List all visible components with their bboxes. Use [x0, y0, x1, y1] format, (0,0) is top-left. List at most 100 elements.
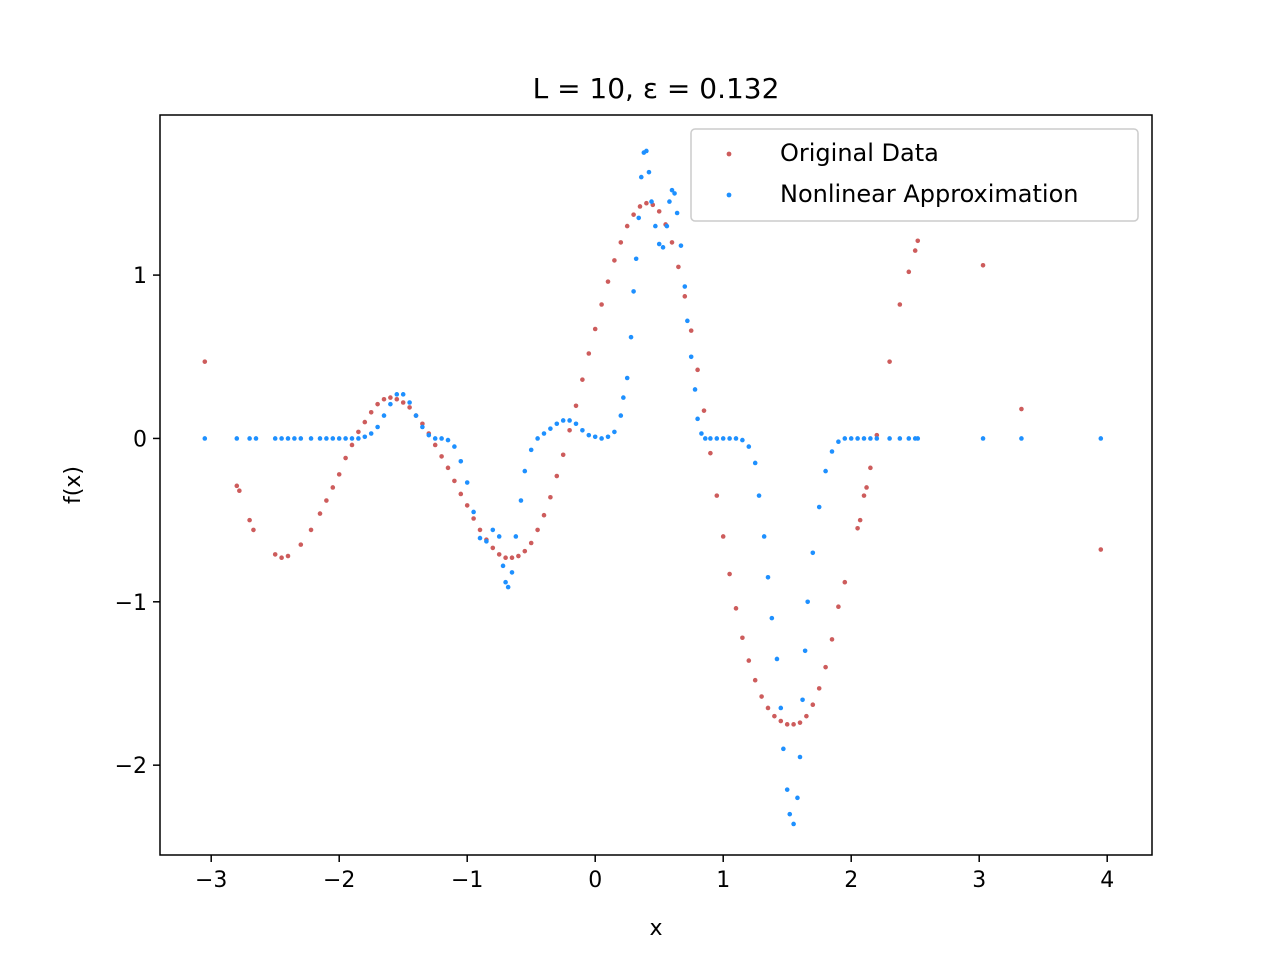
point-original-data-37 — [490, 545, 496, 551]
x-tick-label: 4 — [1100, 868, 1114, 893]
point-nonlinear-approximation-87 — [702, 436, 708, 441]
y-tick-label: −1 — [115, 591, 147, 616]
point-original-data-58 — [624, 223, 630, 229]
point-nonlinear-approximation-33 — [464, 480, 470, 485]
axes-frame — [159, 114, 1153, 856]
point-original-data-92 — [842, 579, 848, 585]
point-nonlinear-approximation-13 — [336, 436, 342, 441]
plot-area — [202, 148, 1104, 827]
point-nonlinear-approximation-10 — [317, 436, 323, 441]
point-original-data-106 — [1098, 547, 1104, 552]
point-nonlinear-approximation-93 — [740, 437, 745, 443]
point-nonlinear-approximation-22 — [394, 392, 400, 397]
point-nonlinear-approximation-9 — [308, 436, 314, 441]
point-original-data-93 — [855, 525, 860, 531]
point-original-data-59 — [631, 212, 636, 217]
point-nonlinear-approximation-65 — [633, 256, 639, 262]
point-original-data-20 — [381, 396, 387, 402]
point-nonlinear-approximation-21 — [388, 401, 393, 407]
point-original-data-32 — [458, 491, 464, 497]
point-nonlinear-approximation-109 — [802, 648, 808, 654]
point-original-data-53 — [592, 326, 598, 332]
axes: −3 −2 −1 0 1 2 3 4 −2 −1 0 1 — [115, 114, 1153, 893]
point-nonlinear-approximation-36 — [484, 539, 489, 544]
point-original-data-97 — [868, 465, 873, 471]
point-nonlinear-approximation-19 — [375, 424, 380, 430]
point-nonlinear-approximation-6 — [285, 436, 291, 441]
legend-box — [690, 128, 1139, 222]
point-original-data-26 — [420, 421, 425, 427]
point-nonlinear-approximation-111 — [810, 550, 816, 556]
point-nonlinear-approximation-26 — [420, 424, 425, 430]
point-original-data-60 — [637, 204, 643, 209]
point-nonlinear-approximation-25 — [413, 413, 419, 418]
point-original-data-88 — [816, 686, 822, 691]
x-tick-label: −1 — [451, 868, 483, 893]
point-nonlinear-approximation-86 — [699, 431, 704, 436]
point-nonlinear-approximation-17 — [362, 434, 368, 440]
point-original-data-28 — [432, 442, 438, 448]
point-nonlinear-approximation-29 — [439, 436, 444, 441]
point-nonlinear-approximation-64 — [631, 289, 636, 294]
point-original-data-29 — [439, 454, 444, 459]
point-original-data-40 — [509, 555, 515, 560]
point-nonlinear-approximation-129 — [1098, 436, 1104, 441]
point-original-data-83 — [784, 722, 790, 727]
point-nonlinear-approximation-71 — [649, 199, 654, 204]
point-nonlinear-approximation-80 — [678, 243, 684, 248]
point-original-data-4 — [251, 527, 256, 533]
point-nonlinear-approximation-96 — [756, 493, 762, 498]
point-original-data-98 — [874, 432, 880, 438]
point-original-data-6 — [279, 555, 284, 560]
point-nonlinear-approximation-18 — [368, 431, 374, 436]
point-original-data-99 — [887, 359, 892, 364]
point-nonlinear-approximation-3 — [253, 436, 259, 441]
point-original-data-17 — [362, 419, 368, 425]
point-original-data-54 — [599, 302, 604, 307]
point-nonlinear-approximation-57 — [599, 436, 604, 441]
point-nonlinear-approximation-120 — [868, 436, 873, 441]
point-nonlinear-approximation-83 — [688, 354, 694, 360]
point-original-data-100 — [897, 302, 903, 307]
chart-title: L = 10, ε = 0.132 — [533, 72, 780, 105]
point-nonlinear-approximation-108 — [800, 697, 805, 703]
point-nonlinear-approximation-41 — [505, 584, 511, 590]
point-original-data-63 — [656, 209, 662, 214]
point-nonlinear-approximation-69 — [644, 148, 649, 154]
point-original-data-9 — [308, 527, 314, 533]
point-nonlinear-approximation-84 — [692, 387, 698, 392]
point-original-data-90 — [829, 637, 835, 642]
x-tick-label: 0 — [588, 868, 602, 893]
point-nonlinear-approximation-47 — [535, 436, 540, 441]
point-nonlinear-approximation-23 — [400, 392, 406, 397]
point-nonlinear-approximation-88 — [708, 436, 713, 441]
point-nonlinear-approximation-56 — [592, 434, 598, 440]
point-original-data-14 — [343, 455, 348, 461]
point-nonlinear-approximation-67 — [638, 174, 644, 180]
point-original-data-48 — [560, 452, 566, 458]
point-nonlinear-approximation-75 — [664, 223, 670, 229]
point-nonlinear-approximation-128 — [1019, 436, 1024, 441]
point-nonlinear-approximation-124 — [906, 436, 912, 441]
point-original-data-18 — [368, 410, 374, 415]
point-nonlinear-approximation-62 — [624, 375, 630, 381]
point-original-data-73 — [720, 534, 726, 539]
legend: Original Data Nonlinear Approximation — [690, 128, 1139, 222]
point-nonlinear-approximation-63 — [628, 334, 634, 340]
point-nonlinear-approximation-94 — [746, 444, 752, 449]
point-nonlinear-approximation-30 — [445, 437, 451, 443]
point-nonlinear-approximation-72 — [653, 223, 658, 229]
point-nonlinear-approximation-45 — [522, 468, 528, 474]
point-nonlinear-approximation-11 — [324, 436, 329, 441]
point-original-data-39 — [503, 555, 508, 560]
point-nonlinear-approximation-104 — [787, 811, 793, 817]
point-original-data-56 — [612, 258, 617, 263]
point-nonlinear-approximation-99 — [769, 615, 775, 621]
point-nonlinear-approximation-8 — [298, 436, 304, 441]
point-nonlinear-approximation-4 — [272, 436, 278, 441]
y-tick-label: 0 — [133, 427, 147, 452]
point-original-data-52 — [586, 351, 592, 356]
point-nonlinear-approximation-66 — [636, 215, 642, 221]
point-nonlinear-approximation-97 — [761, 534, 767, 539]
